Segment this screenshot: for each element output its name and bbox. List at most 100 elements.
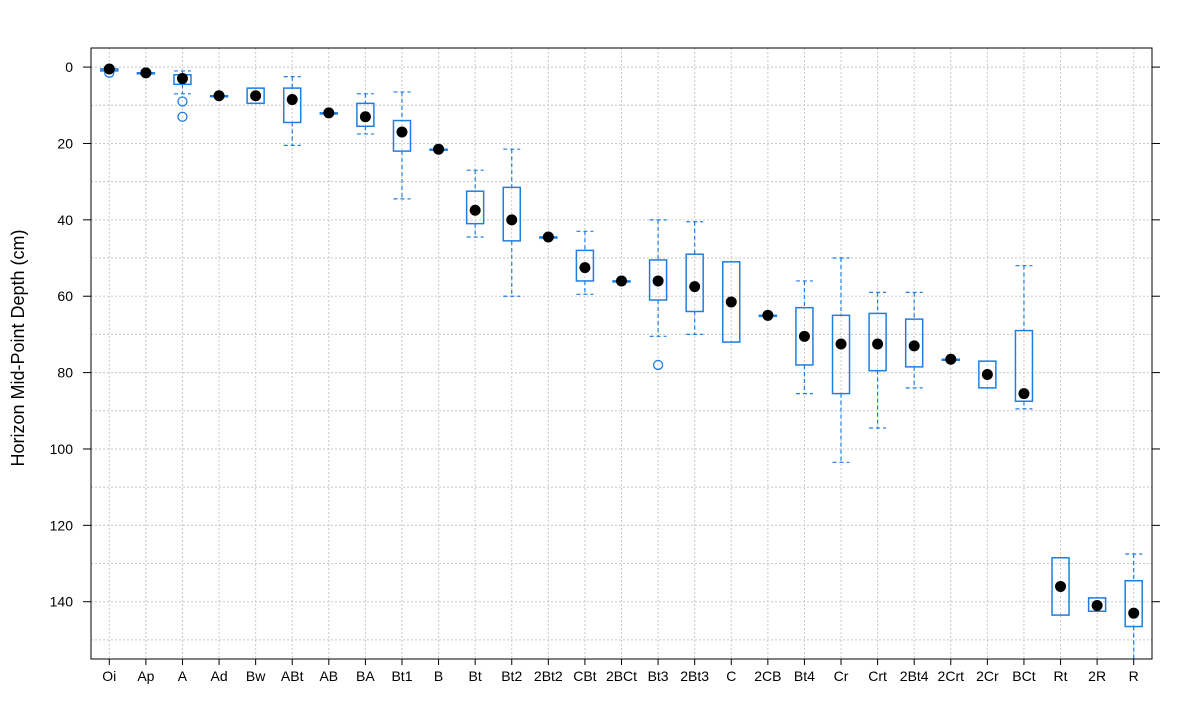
axes-layer: 0 20 40 60 80 100 120 140 Oi Ap A Ad Bw ABt AB BA Bt1 B Bt… — [50, 59, 1160, 684]
box-2Bt3 — [685, 253, 704, 313]
box-group-Rt — [1051, 557, 1070, 616]
median-point — [652, 275, 664, 287]
x-tick-label: Bt — [469, 668, 482, 684]
x-tick-label: 2Crt — [938, 668, 965, 684]
box-group-A — [173, 70, 192, 122]
median-point — [506, 214, 518, 226]
x-tick-label: A — [178, 668, 188, 684]
box-ABt — [282, 87, 302, 124]
box-group-BCt — [1014, 265, 1034, 410]
x-tick-label: 2R — [1088, 668, 1106, 684]
median-point — [945, 353, 957, 365]
x-tick-label: Ad — [210, 668, 227, 684]
box-group-2BCt — [612, 275, 631, 287]
y-tick-label: 100 — [50, 441, 74, 457]
box-2R — [1087, 597, 1107, 613]
box-group-Ad — [209, 90, 229, 102]
x-tick-label: 2Bt3 — [680, 668, 709, 684]
x-tick-label: Bt2 — [501, 668, 522, 684]
box-group-Oi — [100, 63, 119, 78]
median-point — [798, 330, 810, 342]
x-tick-label: 2BCt — [606, 668, 637, 684]
y-tick-label: 140 — [50, 594, 74, 610]
y-tick-label: 0 — [65, 59, 73, 75]
y-tick-label: 80 — [57, 365, 73, 381]
box-group-2Cr — [978, 360, 997, 389]
x-tick-label: 2CB — [754, 668, 781, 684]
median-point — [542, 231, 554, 243]
y-tick-label: 40 — [57, 212, 73, 228]
median-point — [1091, 600, 1103, 612]
x-tick-label: Bw — [246, 668, 266, 684]
median-point — [213, 90, 225, 102]
x-tick-label: Cr — [834, 668, 849, 684]
box-group-ABt — [282, 76, 302, 146]
x-tick-label: 2Bt2 — [534, 668, 563, 684]
median-point — [689, 281, 701, 293]
box-group-2R — [1087, 597, 1107, 613]
box-C — [722, 261, 741, 343]
outlier-point — [652, 359, 664, 371]
median-point — [433, 143, 445, 155]
y-axis-title: Horizon Mid-Point Depth (cm) — [8, 229, 28, 466]
median-point — [725, 296, 737, 308]
box-Crt — [868, 312, 887, 372]
x-tick-label: 2Cr — [976, 668, 999, 684]
box-group-Bw — [246, 87, 265, 105]
x-tick-label: AB — [319, 668, 338, 684]
x-tick-label: Ap — [137, 668, 154, 684]
box-Bt — [465, 190, 485, 225]
box-group-BA — [356, 93, 375, 135]
box-group-AB — [319, 107, 339, 119]
box-Bw — [246, 87, 265, 105]
x-tick-label: R — [1129, 668, 1139, 684]
x-tick-label: BCt — [1012, 668, 1035, 684]
median-point — [359, 111, 371, 123]
x-tick-label: Crt — [868, 668, 887, 684]
median-point — [579, 262, 591, 274]
box-group-Bt1 — [392, 91, 412, 200]
box-2Bt4 — [904, 318, 924, 368]
box-Rt — [1051, 557, 1070, 616]
median-point — [323, 107, 335, 119]
x-tick-label: Oi — [102, 668, 116, 684]
box-group-Cr — [831, 257, 851, 463]
median-point — [1055, 580, 1067, 592]
box-group-C — [722, 261, 741, 343]
box-Cr — [831, 314, 851, 395]
box-2Cr — [978, 360, 997, 389]
grid-layer — [91, 48, 1152, 659]
box-group-Bt2 — [502, 148, 521, 297]
box-group-Crt — [868, 291, 887, 429]
median-point — [286, 94, 298, 106]
x-tick-label: Bt1 — [391, 668, 412, 684]
y-tick-label: 60 — [57, 288, 73, 304]
box-R — [1124, 579, 1143, 628]
median-point — [872, 338, 884, 350]
marks-layer — [100, 63, 1143, 659]
median-point — [835, 338, 847, 350]
x-tick-label: Bt3 — [648, 668, 669, 684]
x-tick-label: ABt — [281, 668, 304, 684]
median-point — [103, 63, 115, 75]
x-tick-label: C — [726, 668, 736, 684]
x-tick-label: 2Bt4 — [900, 668, 929, 684]
box-Bt1 — [392, 119, 412, 152]
box-group-2Bt4 — [904, 291, 924, 389]
box-group-Bt3 — [648, 219, 668, 371]
box-group-B — [429, 143, 448, 155]
x-tick-label: B — [434, 668, 443, 684]
x-tick-label: BA — [356, 668, 375, 684]
outlier-point — [177, 96, 188, 107]
box-BA — [356, 102, 375, 128]
median-point — [908, 340, 920, 352]
box-group-R — [1124, 553, 1143, 659]
box-group-2CB — [758, 309, 778, 321]
x-tick-label: Bt4 — [794, 668, 815, 684]
median-point — [140, 67, 152, 79]
box-group-Bt4 — [795, 280, 814, 395]
median-point — [762, 309, 774, 321]
median-point — [396, 126, 408, 138]
box-Bt4 — [795, 306, 814, 366]
